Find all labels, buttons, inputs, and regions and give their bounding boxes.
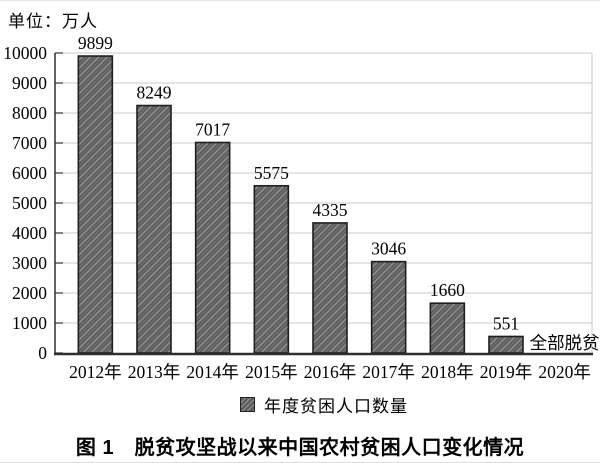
bar-2013年 — [136, 104, 172, 354]
chart-text: 2000 — [12, 283, 47, 303]
chart-text: 6000 — [12, 163, 47, 183]
chart-text: 全部脱贫 — [530, 333, 600, 353]
chart-text: 10000 — [3, 43, 47, 63]
chart-text: 2017年 — [362, 362, 415, 382]
bar-2014年 — [194, 141, 231, 354]
chart-text: 0 — [38, 343, 47, 363]
chart-text: 3046 — [371, 239, 406, 259]
chart-text: 2013年 — [128, 362, 181, 382]
hatched-square-icon — [240, 397, 255, 412]
chart-text: 9899 — [78, 33, 113, 53]
legend-label: 年度贫困人口数量 — [264, 397, 408, 416]
chart-text: 1660 — [430, 280, 465, 300]
bar-2018年 — [429, 302, 466, 354]
bar-2015年 — [253, 184, 290, 354]
chart-text: 551 — [493, 313, 519, 333]
chart-text: 4000 — [12, 223, 47, 243]
chart-text: 8249 — [137, 83, 172, 103]
chart-text: 9000 — [12, 73, 47, 93]
bar-2017年 — [370, 260, 407, 354]
chart-text: 7000 — [12, 133, 47, 153]
bar-chart: 9899 8249 7017 5575 4335 3046 1660 551 全部脱贫 0 1000… — [3, 33, 600, 382]
chart-text: 2018年 — [421, 362, 474, 382]
chart-legend: 年度贫困人口数量 — [240, 392, 408, 417]
chart-text: 5575 — [254, 163, 289, 183]
chart-text: 2015年 — [245, 362, 298, 382]
chart-text: 4335 — [313, 200, 348, 220]
figure-caption: 图 1 脱贫攻坚战以来中国农村贫困人口变化情况 — [75, 437, 525, 459]
chart-text: 2012年 — [69, 362, 122, 382]
chart-text: 2020年 — [538, 362, 591, 382]
bar-2016年 — [312, 222, 348, 354]
chart-text: 1000 — [12, 313, 47, 333]
chart-text: 2014年 — [186, 362, 239, 382]
chart-text: 7017 — [195, 119, 230, 139]
chart-text: 2016年 — [304, 362, 357, 382]
chart-text: 3000 — [12, 253, 47, 273]
unit-label: 单位：万人 — [8, 12, 98, 31]
chart-text: 2019年 — [480, 362, 533, 382]
bar-2019年 — [488, 335, 524, 354]
chart-text: 8000 — [12, 103, 47, 123]
chart-text: 5000 — [12, 193, 47, 213]
bar-2012年 — [77, 55, 114, 354]
